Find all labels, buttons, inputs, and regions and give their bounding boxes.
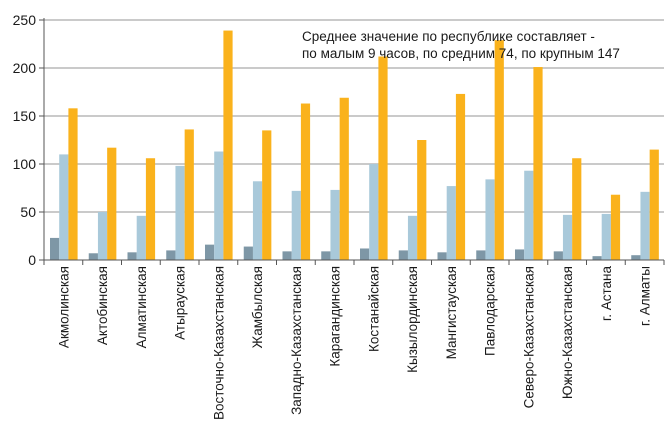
bar-series-3-6 (262, 130, 272, 260)
y-tick-label: 50 (20, 204, 36, 220)
y-axis-ticks: 0 50 100 150 200 250 (13, 12, 44, 268)
bars (50, 30, 659, 261)
bar-series-1-1 (50, 237, 60, 260)
y-tick-label: 0 (28, 252, 36, 268)
x-category-label: Восточно-Казахстанская (211, 266, 226, 420)
bar-series-3-7 (300, 103, 311, 261)
bar-series-2-12 (485, 179, 495, 260)
bar-series-2-7 (291, 190, 301, 260)
y-tick-label: 150 (13, 108, 37, 124)
x-category-label: Мангистауская (444, 266, 459, 359)
bar-series-3-10 (417, 140, 427, 260)
bar-series-3-3 (145, 158, 156, 260)
bar-series-2-6 (252, 181, 263, 260)
bar-series-1-8 (321, 251, 331, 260)
bar-series-1-14 (553, 251, 563, 260)
bar-series-1-11 (437, 252, 447, 260)
x-category-label: Атырауская (173, 266, 188, 340)
x-category-label: Южно-Казахстанская (560, 266, 575, 399)
y-tick-label: 200 (13, 60, 37, 76)
bar-series-2-13 (524, 170, 534, 260)
x-axis-category-labels: Акмолинская Актобинская Алматинская Атыраус… (56, 266, 652, 421)
bar-series-3-11 (455, 93, 466, 260)
bar-series-2-15 (601, 213, 611, 260)
x-category-label: Павлодарская (483, 266, 498, 356)
x-category-label: Северо-Казахстанская (521, 266, 536, 408)
annotation-line-1: Среднее значение по республике составляе… (302, 29, 595, 44)
bar-series-2-3 (136, 215, 146, 260)
bar-series-1-12 (476, 250, 486, 260)
x-category-label: Кызылординская (405, 266, 420, 373)
bar-series-2-5 (214, 151, 224, 260)
x-category-label: Алматинская (134, 266, 149, 348)
bar-series-2-2 (97, 212, 108, 260)
bar-series-3-15 (610, 194, 621, 260)
bar-series-3-2 (107, 147, 117, 260)
bar-series-2-9 (369, 164, 379, 260)
bar-series-3-13 (533, 67, 543, 260)
bar-series-1-9 (360, 248, 370, 260)
bar-series-2-4 (175, 165, 185, 260)
bar-series-3-5 (223, 30, 233, 261)
bar-series-1-5 (205, 244, 215, 260)
x-category-label: Карагандинская (328, 266, 343, 367)
x-category-label: Акмолинская (56, 266, 71, 348)
bar-series-2-8 (330, 189, 340, 260)
axes (43, 18, 665, 265)
bar-series-3-9 (378, 56, 388, 261)
bar-series-1-6 (243, 246, 253, 260)
x-category-label: Костанайская (366, 266, 381, 352)
bar-series-1-2 (88, 253, 98, 260)
bar-series-2-1 (59, 154, 69, 260)
y-tick-label: 250 (13, 12, 37, 28)
bar-series-1-13 (515, 249, 525, 260)
x-category-label: Актобинская (95, 266, 110, 345)
bar-series-2-10 (407, 215, 418, 260)
bar-series-1-15 (592, 256, 602, 260)
bar-series-3-16 (649, 149, 659, 260)
x-category-label: Жамбылская (250, 266, 265, 348)
bar-series-1-7 (282, 251, 292, 260)
bar-series-3-4 (184, 129, 194, 260)
bar-series-3-8 (339, 97, 349, 260)
bar-series-1-3 (127, 252, 137, 260)
x-category-label: г. Алматы (638, 266, 653, 326)
bar-series-2-16 (640, 191, 650, 260)
x-category-label: Западно-Казахстанская (289, 266, 304, 415)
bar-series-1-4 (166, 250, 176, 260)
x-category-label: г. Астана (599, 266, 614, 322)
bar-series-3-14 (572, 158, 582, 260)
bar-series-2-14 (562, 214, 573, 260)
bar-series-1-10 (398, 250, 408, 260)
bar-series-1-16 (631, 255, 641, 260)
y-tick-label: 100 (13, 156, 37, 172)
bar-series-3-1 (68, 108, 78, 260)
bar-series-3-12 (494, 40, 504, 260)
annotation-line-2: по малым 9 часов, по средним 74, по круп… (302, 46, 620, 61)
bar-series-2-11 (446, 186, 456, 260)
